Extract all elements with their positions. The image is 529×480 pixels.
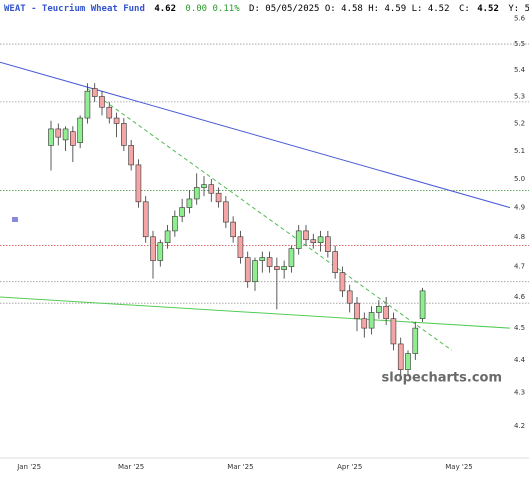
extra: Y: 5.36	[508, 4, 529, 14]
candle-body	[230, 221, 236, 238]
x-tick-label: Apr '25	[337, 463, 362, 471]
candle-body	[193, 187, 200, 200]
change: 0.00 0.11%	[185, 4, 240, 14]
details: D: 05/05/2025 O: 4.58 H: 4.59 L: 4.52	[249, 4, 449, 14]
candle-body	[295, 230, 302, 249]
y-tick-label: 4.2	[514, 422, 525, 430]
y-tick-label: 4.6	[514, 293, 526, 301]
trendline	[0, 61, 511, 209]
candle-body	[368, 312, 375, 329]
candle-body	[325, 236, 331, 252]
candle-body	[419, 290, 426, 320]
candle-body	[310, 239, 317, 243]
candle-body	[259, 257, 266, 261]
y-tick-label: 5.3	[514, 93, 525, 101]
candle-body	[55, 128, 62, 138]
candle-body	[70, 131, 76, 146]
y-tick-label: 5.6	[514, 15, 526, 23]
candle-body	[128, 145, 134, 166]
header-left: WEAT - Teucrium Wheat Fund 4.62 0.00 0.1…	[4, 3, 529, 14]
candle-body	[208, 184, 215, 194]
candle-body	[390, 318, 397, 345]
candle-body	[84, 90, 91, 119]
candle-body	[121, 123, 127, 146]
candle-body	[317, 236, 324, 243]
candle-body	[237, 236, 244, 258]
candle-body	[332, 251, 338, 273]
x-tick-label: Mar '25	[118, 463, 144, 471]
candle-body	[113, 117, 120, 124]
candle-body	[376, 305, 382, 313]
candle-body	[346, 290, 353, 304]
y-tick-label: 5.1	[514, 147, 525, 155]
close-label: C:	[459, 4, 470, 14]
candle-body	[179, 207, 185, 217]
symbol: WEAT - Teucrium Wheat Fund	[4, 3, 145, 14]
candle-body	[288, 248, 295, 267]
y-tick-label: 4.8	[514, 233, 525, 241]
candle-body	[266, 257, 273, 267]
y-tick-label: 4.9	[514, 204, 525, 212]
plot: 4.2 4.3 4.4 4.5 4.6 4.7 4.8 4.9 5.0 5.1 5.2 5.3 5.4 5…	[0, 15, 529, 471]
candle-body	[244, 257, 251, 283]
candle-body	[142, 201, 149, 238]
candle-body	[339, 272, 346, 292]
candle-body	[383, 305, 389, 320]
candle-body	[361, 318, 368, 329]
candle-body	[281, 266, 287, 270]
candle-body	[135, 164, 142, 203]
marker	[12, 217, 18, 222]
y-tick-label: 4.5	[514, 324, 525, 332]
candle-body	[62, 128, 69, 141]
candle-body	[99, 96, 105, 108]
candle-body	[215, 192, 222, 203]
candle-body	[106, 106, 113, 119]
x-tick-label: May '25	[445, 463, 473, 471]
candle-body	[303, 230, 309, 241]
x-tick-label: Jan '25	[16, 463, 41, 471]
candle-body	[157, 242, 164, 261]
candle-body	[412, 327, 419, 354]
candle-body	[150, 236, 156, 261]
candle-body	[201, 184, 207, 188]
candle-body	[186, 198, 193, 208]
candle-body	[48, 128, 54, 146]
candle-body	[91, 88, 98, 97]
watermark: slopecharts.com	[382, 371, 502, 386]
candle-body	[354, 302, 360, 320]
close: 4.52	[477, 4, 499, 14]
y-tick-label: 4.3	[514, 388, 525, 396]
candle-body	[252, 260, 258, 283]
candle-body	[274, 266, 280, 270]
trendline	[0, 296, 511, 329]
trendline	[87, 88, 453, 351]
last: 4.62	[154, 4, 176, 14]
candle-body	[164, 230, 171, 243]
candle-body	[77, 117, 83, 143]
y-tick-label: 4.4	[514, 356, 526, 364]
y-tick-label: 5.0	[514, 175, 525, 183]
y-tick-label: 4.7	[514, 263, 525, 271]
candle-body	[397, 343, 404, 370]
y-tick-label: 5.4	[514, 66, 526, 74]
candle-body	[172, 215, 178, 232]
y-tick-label: 5.2	[514, 119, 525, 127]
x-tick-label: Mar '25	[227, 463, 253, 471]
candle-body	[405, 353, 411, 370]
candle-body	[223, 201, 229, 223]
